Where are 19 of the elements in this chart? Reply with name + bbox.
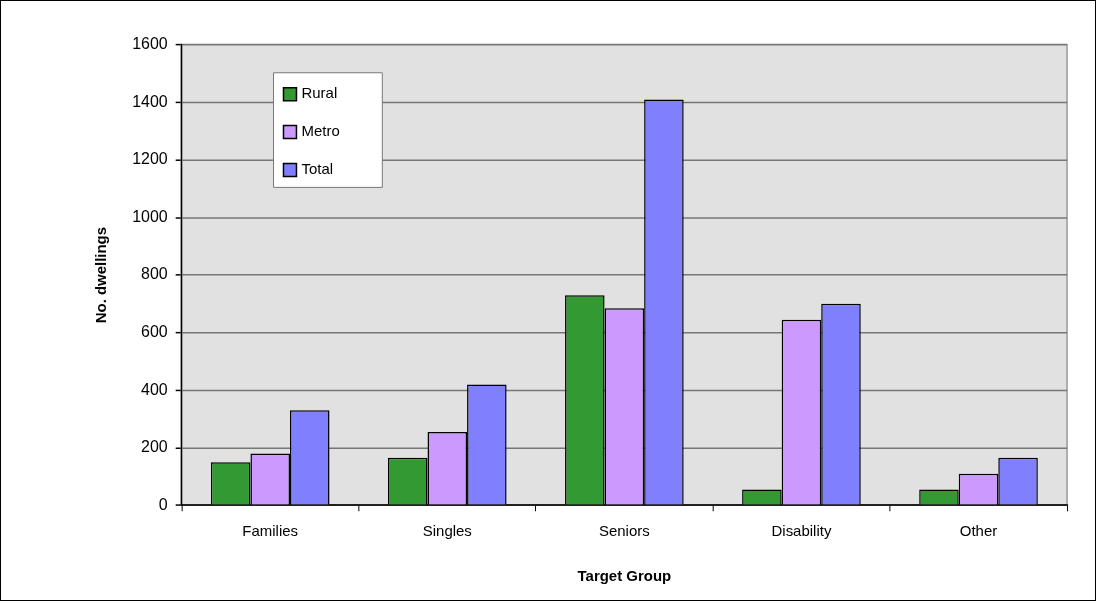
legend-label: Total <box>301 159 334 177</box>
x-tick-label: Disability <box>771 522 832 540</box>
y-tick-label: 800 <box>141 265 168 283</box>
legend-label: Metro <box>301 121 340 139</box>
y-tick-label: 1000 <box>132 207 168 225</box>
x-tick-label: Seniors <box>598 522 650 540</box>
y-tick-label: 1400 <box>132 92 168 110</box>
y-tick-label: 400 <box>141 380 168 398</box>
y-tick-label: 0 <box>158 495 168 513</box>
y-tick-label: 600 <box>141 323 168 341</box>
x-tick-label: Other <box>959 522 998 540</box>
legend-label: Rural <box>301 83 338 101</box>
y-tick-label: 200 <box>141 438 168 456</box>
x-tick-label: Families <box>242 522 299 540</box>
y-tick-label: 1200 <box>132 150 168 168</box>
y-axis-title: No. dwellings <box>91 226 109 324</box>
x-axis-title: Target Group <box>577 567 672 585</box>
y-tick-label: 1600 <box>132 35 168 53</box>
x-tick-label: Singles <box>422 522 472 540</box>
